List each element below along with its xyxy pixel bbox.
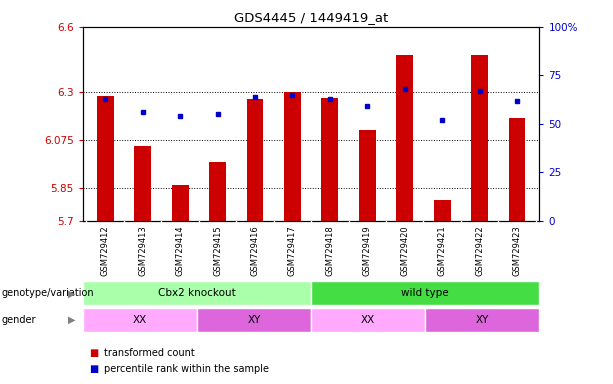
Text: ■: ■: [89, 348, 98, 358]
Bar: [83, 308, 197, 332]
Text: ■: ■: [89, 364, 98, 374]
Bar: [311, 281, 539, 305]
Bar: [197, 308, 311, 332]
Text: gender: gender: [1, 315, 36, 325]
Bar: [509, 118, 525, 221]
Text: GSM729422: GSM729422: [475, 225, 484, 276]
Bar: [433, 200, 451, 221]
Text: GSM729418: GSM729418: [326, 225, 334, 276]
Text: XY: XY: [247, 315, 261, 325]
Bar: [321, 98, 338, 221]
Text: ▶: ▶: [68, 315, 75, 325]
Text: GSM729414: GSM729414: [175, 225, 185, 276]
Text: GSM729412: GSM729412: [101, 225, 110, 276]
Bar: [209, 162, 226, 221]
Bar: [134, 146, 151, 221]
Text: XX: XX: [133, 315, 147, 325]
Bar: [97, 96, 113, 221]
Title: GDS4445 / 1449419_at: GDS4445 / 1449419_at: [234, 11, 388, 24]
Text: GSM729417: GSM729417: [288, 225, 297, 276]
Bar: [284, 91, 301, 221]
Text: GSM729415: GSM729415: [213, 225, 222, 276]
Text: XY: XY: [476, 315, 489, 325]
Bar: [425, 308, 539, 332]
Text: percentile rank within the sample: percentile rank within the sample: [104, 364, 269, 374]
Text: genotype/variation: genotype/variation: [1, 288, 94, 298]
Text: GSM729421: GSM729421: [438, 225, 447, 276]
Text: transformed count: transformed count: [104, 348, 195, 358]
Text: GSM729416: GSM729416: [251, 225, 259, 276]
Text: Cbx2 knockout: Cbx2 knockout: [158, 288, 236, 298]
Text: GSM729419: GSM729419: [363, 225, 371, 276]
Bar: [359, 130, 376, 221]
Text: GSM729423: GSM729423: [512, 225, 522, 276]
Text: GSM729420: GSM729420: [400, 225, 409, 276]
Text: GSM729413: GSM729413: [138, 225, 147, 276]
Text: ▶: ▶: [68, 288, 75, 298]
Text: wild type: wild type: [402, 288, 449, 298]
Bar: [172, 185, 189, 221]
Text: XX: XX: [361, 315, 375, 325]
Bar: [311, 308, 425, 332]
Bar: [471, 55, 488, 221]
Bar: [83, 281, 311, 305]
Bar: [396, 55, 413, 221]
Bar: [246, 99, 264, 221]
